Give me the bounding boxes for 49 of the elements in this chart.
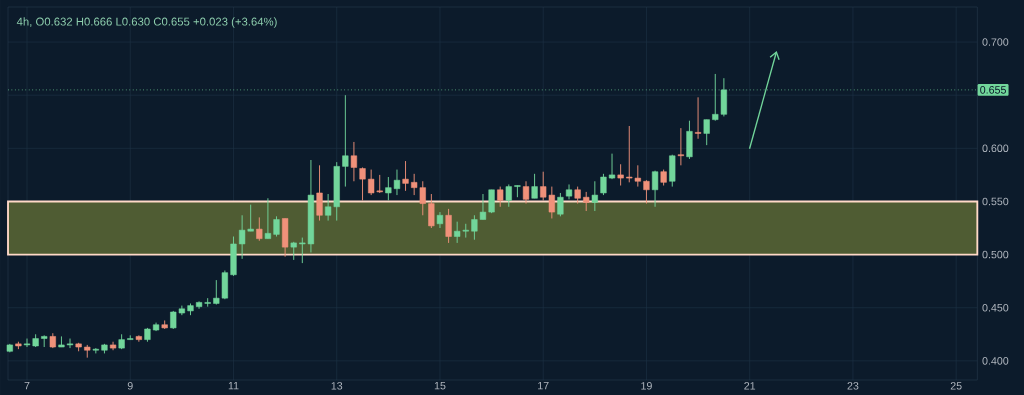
candlestick	[703, 119, 710, 146]
x-tick-label: 11	[228, 382, 239, 390]
x-tick-label: 9	[127, 382, 133, 390]
candlestick	[651, 170, 659, 208]
y-tick-label: 0.450	[982, 303, 1009, 312]
x-tick-label: 13	[331, 382, 343, 390]
candlestick	[135, 334, 142, 343]
candlestick	[445, 208, 452, 244]
candlestick	[436, 211, 444, 229]
candlestick	[264, 197, 272, 240]
x-tick-label: 25	[950, 382, 962, 390]
candlestick	[514, 185, 521, 198]
candlestick	[316, 164, 323, 222]
candlestick	[591, 180, 598, 212]
y-tick-label: 0.550	[982, 197, 1009, 206]
candlestick	[617, 163, 624, 186]
candlestick	[23, 338, 31, 348]
candlestick	[256, 216, 263, 242]
candlestick	[557, 192, 564, 217]
y-tick-label: 0.700	[982, 38, 1009, 46]
y-tick-label: 0.500	[982, 250, 1009, 259]
candlestick	[565, 183, 573, 200]
candlestick	[505, 183, 512, 208]
candlestick	[643, 179, 650, 205]
candlestick	[402, 160, 409, 192]
candlestick	[350, 141, 358, 182]
candlestick	[342, 94, 349, 188]
ref-line-label: 0.655	[980, 86, 1006, 94]
y-tick-label: 0.400	[982, 357, 1009, 365]
candlestick	[66, 338, 74, 349]
x-tick-label: 19	[641, 382, 652, 390]
x-tick-label: 7	[24, 382, 30, 390]
x-tick-label: 23	[847, 382, 859, 390]
candlestick	[497, 186, 504, 208]
candlestick	[273, 215, 280, 237]
x-tick-label: 15	[434, 382, 446, 390]
x-tick-label: 21	[744, 382, 756, 390]
text: 4h, O0.632 H0.666 L0.630 C0.655 +0.023 (+3.64%)	[16, 17, 277, 28]
candlestick	[359, 166, 366, 201]
candlestick	[600, 173, 607, 196]
x-tick-label: 17	[538, 382, 549, 390]
candlestick	[531, 173, 538, 199]
candlestick	[608, 153, 616, 180]
candlestick	[428, 193, 435, 229]
candlestick	[677, 127, 684, 166]
candlestick	[694, 96, 702, 140]
candlestick	[583, 191, 590, 212]
candlestick	[522, 180, 530, 205]
y-tick-label: 0.600	[982, 144, 1009, 153]
